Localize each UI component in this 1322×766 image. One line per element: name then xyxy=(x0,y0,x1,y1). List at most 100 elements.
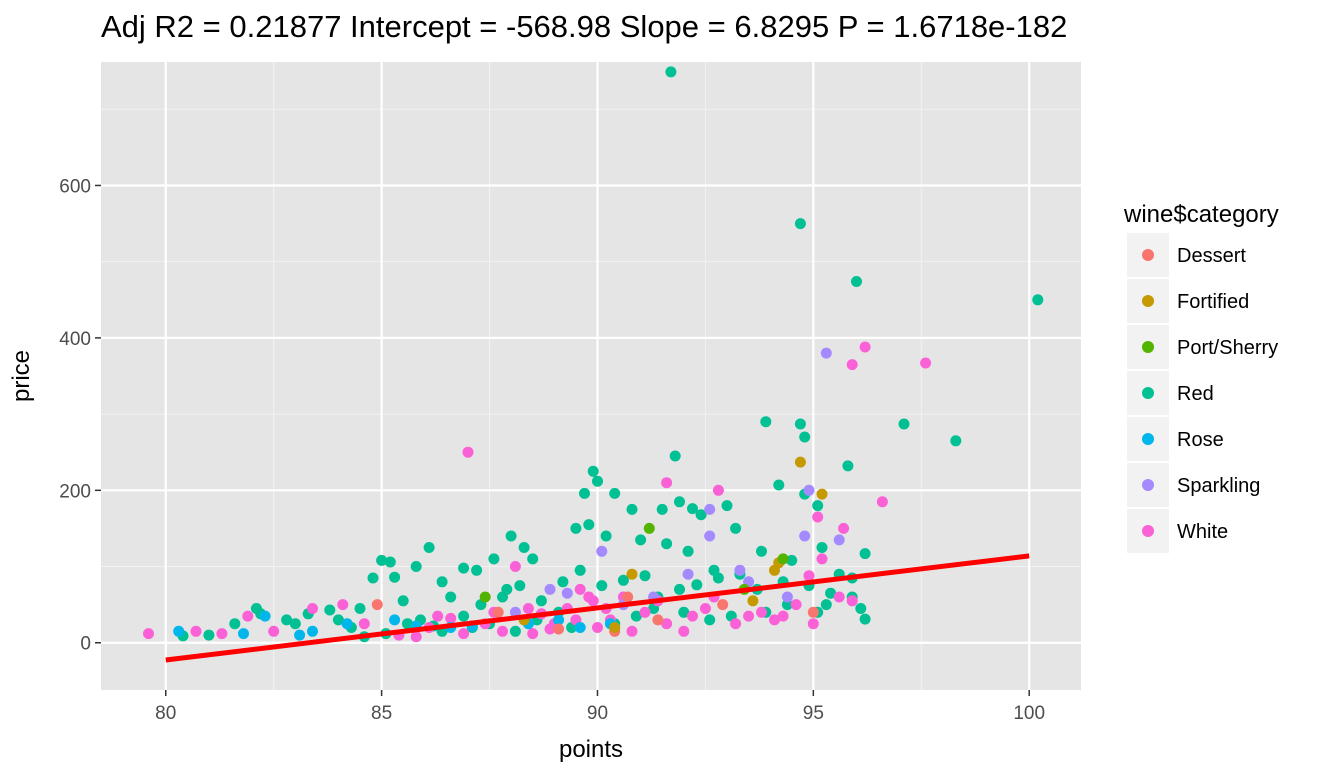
data-point-fortified xyxy=(816,488,828,500)
data-point-white xyxy=(307,603,318,614)
data-point-red xyxy=(794,418,806,430)
data-point-red xyxy=(250,603,262,614)
data-point-white xyxy=(337,599,349,611)
data-point-white xyxy=(544,623,556,635)
data-point-red xyxy=(773,479,785,491)
data-point-white xyxy=(859,341,871,353)
data-point-red xyxy=(384,556,396,568)
data-point-red xyxy=(527,553,539,565)
legend-label: Port/Sherry xyxy=(1177,337,1278,359)
legend-entries: Dessert Fortified Port/Sherry Red Rose Sparkl… xyxy=(1127,233,1278,553)
legend-label: Sparkling xyxy=(1177,475,1260,497)
data-point-red xyxy=(674,496,685,508)
data-point-white xyxy=(216,628,228,640)
data-point-fortified xyxy=(626,568,638,580)
y-axis-ticks: 0 200 400 600 xyxy=(59,176,101,655)
data-point-rose xyxy=(294,629,306,641)
data-point-fortified xyxy=(794,456,806,468)
data-point-red xyxy=(367,572,379,584)
legend-marker xyxy=(1142,525,1154,537)
data-point-red xyxy=(1032,294,1044,306)
data-point-sparkling xyxy=(799,530,811,542)
data-point-red xyxy=(423,542,435,553)
data-point-white xyxy=(509,561,521,572)
data-point-red xyxy=(812,500,824,512)
data-point-red xyxy=(229,618,241,630)
data-point-red xyxy=(505,530,517,542)
data-point-red xyxy=(402,618,413,630)
data-point-port-sherry xyxy=(643,522,655,534)
data-point-red xyxy=(389,571,401,583)
data-point-red xyxy=(617,574,629,586)
data-point-white xyxy=(522,603,534,614)
data-point-rose xyxy=(574,622,586,633)
data-point-red xyxy=(842,460,854,472)
data-point-sparkling xyxy=(561,587,573,599)
data-point-white xyxy=(699,603,711,614)
data-point-red xyxy=(445,591,457,603)
data-point-white xyxy=(574,583,586,595)
legend-title: wine$category xyxy=(1123,201,1279,228)
data-point-white xyxy=(268,625,280,637)
data-point-red xyxy=(583,519,595,531)
data-point-red xyxy=(281,614,293,626)
data-point-red xyxy=(851,276,862,287)
data-point-red xyxy=(756,545,767,557)
data-point-red xyxy=(436,576,448,588)
data-point-dessert xyxy=(371,599,383,611)
data-point-white xyxy=(458,628,470,640)
legend-marker xyxy=(1142,433,1154,445)
data-point-red xyxy=(669,450,681,462)
data-point-red xyxy=(324,604,336,616)
data-point-red xyxy=(535,595,547,607)
data-point-rose xyxy=(307,625,318,637)
data-point-sparkling xyxy=(704,503,716,515)
data-point-red xyxy=(376,554,388,566)
data-point-red xyxy=(514,580,526,592)
data-point-rose xyxy=(553,614,565,626)
legend-label: Fortified xyxy=(1177,291,1249,313)
data-point-red xyxy=(704,614,716,626)
regression-line xyxy=(165,553,1030,663)
data-point-red xyxy=(592,475,603,487)
data-point-red xyxy=(898,418,910,430)
data-point-red xyxy=(656,503,668,515)
legend-marker xyxy=(1142,341,1154,353)
data-point-red xyxy=(518,542,530,553)
data-point-white xyxy=(432,610,444,622)
data-point-red xyxy=(661,538,673,550)
legend-marker xyxy=(1142,295,1154,307)
data-point-white xyxy=(777,610,789,622)
data-point-dessert xyxy=(717,599,729,611)
data-point-white xyxy=(639,606,651,618)
data-point-white xyxy=(143,628,154,640)
data-point-white xyxy=(920,357,932,369)
legend-label: Red xyxy=(1177,383,1214,405)
data-point-white xyxy=(838,522,850,534)
data-point-red xyxy=(609,487,621,499)
x-tick-label: 80 xyxy=(155,703,176,724)
data-point-white xyxy=(661,477,673,489)
data-point-red xyxy=(820,599,832,611)
data-point-white xyxy=(807,618,819,630)
data-point-red xyxy=(488,553,500,565)
data-point-white xyxy=(527,628,539,640)
data-point-red xyxy=(639,570,651,582)
data-point-red xyxy=(557,576,569,588)
data-point-sparkling xyxy=(833,534,845,546)
data-point-red xyxy=(497,591,508,603)
data-point-white xyxy=(769,614,780,626)
data-point-red xyxy=(509,625,521,637)
x-tick-label: 100 xyxy=(1013,703,1045,724)
data-point-red xyxy=(721,500,733,512)
data-point-white xyxy=(462,446,474,458)
data-point-rose xyxy=(341,618,353,630)
legend-marker xyxy=(1142,479,1154,491)
data-point-white xyxy=(626,625,638,637)
data-point-port-sherry xyxy=(479,591,491,603)
data-point-white xyxy=(445,612,457,624)
data-point-white xyxy=(583,591,595,603)
legend-label: Rose xyxy=(1177,429,1224,451)
y-tick-label: 200 xyxy=(59,481,91,502)
data-point-sparkling xyxy=(734,564,746,576)
